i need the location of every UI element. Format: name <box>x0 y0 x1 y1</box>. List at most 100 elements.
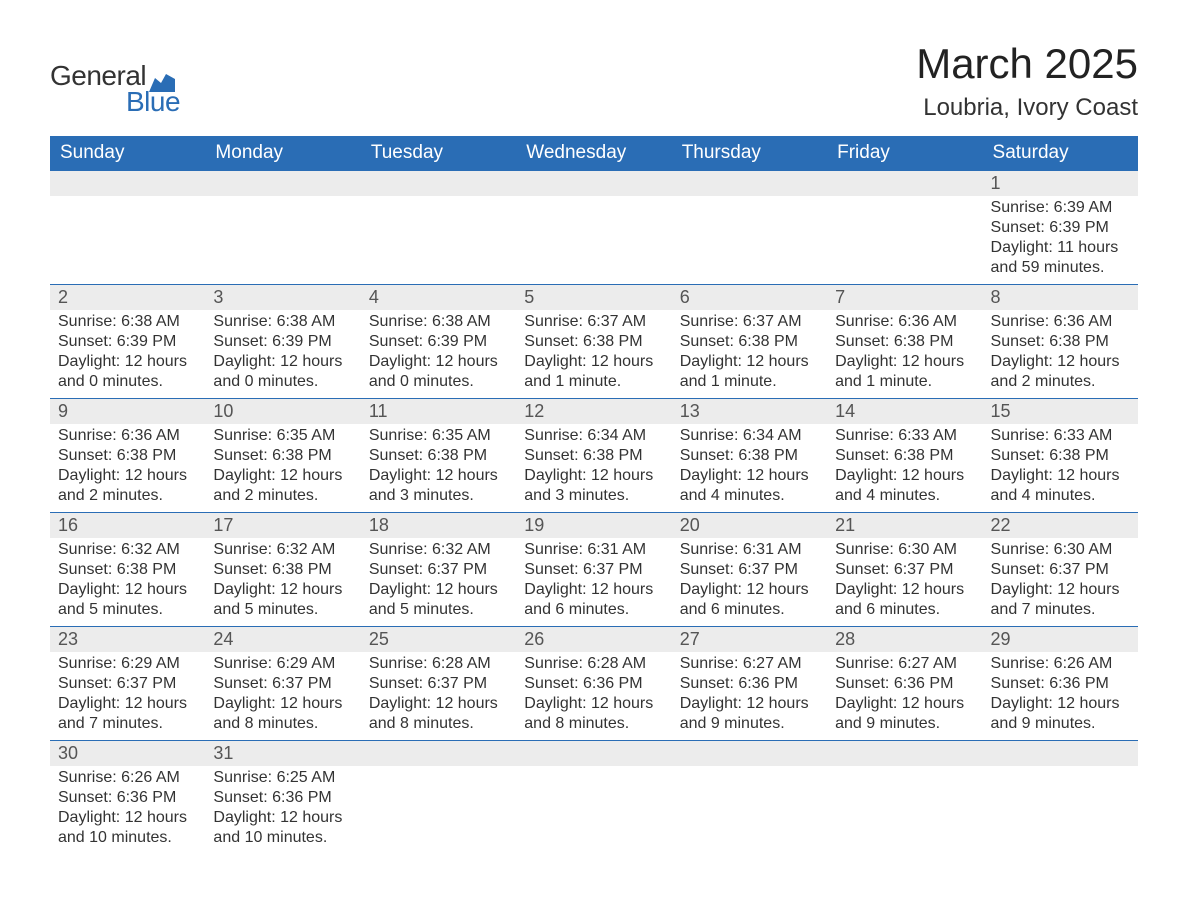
day-cell: 1Sunrise: 6:39 AMSunset: 6:39 PMDaylight… <box>983 171 1138 285</box>
day-info: Sunrise: 6:28 AMSunset: 6:36 PMDaylight:… <box>516 652 671 740</box>
week-row: 23Sunrise: 6:29 AMSunset: 6:37 PMDayligh… <box>50 627 1138 741</box>
day-info: Sunrise: 6:31 AMSunset: 6:37 PMDaylight:… <box>516 538 671 626</box>
day-number: 18 <box>361 513 516 538</box>
day-cell <box>672 171 827 285</box>
logo-text-blue: Blue <box>126 86 180 118</box>
day-info: Sunrise: 6:31 AMSunset: 6:37 PMDaylight:… <box>672 538 827 626</box>
day-info: Sunrise: 6:38 AMSunset: 6:39 PMDaylight:… <box>361 310 516 398</box>
day-cell <box>516 171 671 285</box>
day-cell: 27Sunrise: 6:27 AMSunset: 6:36 PMDayligh… <box>672 627 827 741</box>
day-cell: 29Sunrise: 6:26 AMSunset: 6:36 PMDayligh… <box>983 627 1138 741</box>
week-row: 1Sunrise: 6:39 AMSunset: 6:39 PMDaylight… <box>50 171 1138 285</box>
day-number: 25 <box>361 627 516 652</box>
day-info: Sunrise: 6:28 AMSunset: 6:37 PMDaylight:… <box>361 652 516 740</box>
location: Loubria, Ivory Coast <box>916 94 1138 122</box>
weekday-header: Tuesday <box>361 136 516 171</box>
day-info: Sunrise: 6:26 AMSunset: 6:36 PMDaylight:… <box>50 766 205 854</box>
week-row: 2Sunrise: 6:38 AMSunset: 6:39 PMDaylight… <box>50 285 1138 399</box>
day-number: 14 <box>827 399 982 424</box>
day-info: Sunrise: 6:38 AMSunset: 6:39 PMDaylight:… <box>50 310 205 398</box>
logo: General Blue <box>50 60 180 118</box>
day-number: 7 <box>827 285 982 310</box>
day-number: 19 <box>516 513 671 538</box>
day-number: 6 <box>672 285 827 310</box>
day-info: Sunrise: 6:34 AMSunset: 6:38 PMDaylight:… <box>672 424 827 512</box>
week-row: 16Sunrise: 6:32 AMSunset: 6:38 PMDayligh… <box>50 513 1138 627</box>
day-cell: 7Sunrise: 6:36 AMSunset: 6:38 PMDaylight… <box>827 285 982 399</box>
day-number: 27 <box>672 627 827 652</box>
day-number: 10 <box>205 399 360 424</box>
day-number: 26 <box>516 627 671 652</box>
day-number: 13 <box>672 399 827 424</box>
day-info: Sunrise: 6:30 AMSunset: 6:37 PMDaylight:… <box>827 538 982 626</box>
day-number: 28 <box>827 627 982 652</box>
day-number: 9 <box>50 399 205 424</box>
day-info: Sunrise: 6:27 AMSunset: 6:36 PMDaylight:… <box>827 652 982 740</box>
month-title: March 2025 <box>916 40 1138 88</box>
day-cell: 30Sunrise: 6:26 AMSunset: 6:36 PMDayligh… <box>50 741 205 855</box>
day-cell <box>361 171 516 285</box>
day-number: 12 <box>516 399 671 424</box>
week-row: 9Sunrise: 6:36 AMSunset: 6:38 PMDaylight… <box>50 399 1138 513</box>
day-cell <box>827 741 982 855</box>
day-info: Sunrise: 6:37 AMSunset: 6:38 PMDaylight:… <box>516 310 671 398</box>
day-cell: 20Sunrise: 6:31 AMSunset: 6:37 PMDayligh… <box>672 513 827 627</box>
weekday-header: Thursday <box>672 136 827 171</box>
day-info: Sunrise: 6:39 AMSunset: 6:39 PMDaylight:… <box>983 196 1138 284</box>
weekday-header: Saturday <box>983 136 1138 171</box>
title-block: March 2025 Loubria, Ivory Coast <box>916 40 1138 122</box>
day-info: Sunrise: 6:32 AMSunset: 6:37 PMDaylight:… <box>361 538 516 626</box>
day-number: 8 <box>983 285 1138 310</box>
day-info: Sunrise: 6:30 AMSunset: 6:37 PMDaylight:… <box>983 538 1138 626</box>
day-number: 20 <box>672 513 827 538</box>
day-number: 11 <box>361 399 516 424</box>
day-info: Sunrise: 6:29 AMSunset: 6:37 PMDaylight:… <box>50 652 205 740</box>
weekday-header: Wednesday <box>516 136 671 171</box>
day-cell: 23Sunrise: 6:29 AMSunset: 6:37 PMDayligh… <box>50 627 205 741</box>
day-info: Sunrise: 6:27 AMSunset: 6:36 PMDaylight:… <box>672 652 827 740</box>
weekday-header: Sunday <box>50 136 205 171</box>
day-info: Sunrise: 6:37 AMSunset: 6:38 PMDaylight:… <box>672 310 827 398</box>
day-number: 24 <box>205 627 360 652</box>
day-cell: 22Sunrise: 6:30 AMSunset: 6:37 PMDayligh… <box>983 513 1138 627</box>
day-number: 2 <box>50 285 205 310</box>
day-info: Sunrise: 6:34 AMSunset: 6:38 PMDaylight:… <box>516 424 671 512</box>
day-info: Sunrise: 6:38 AMSunset: 6:39 PMDaylight:… <box>205 310 360 398</box>
day-cell: 3Sunrise: 6:38 AMSunset: 6:39 PMDaylight… <box>205 285 360 399</box>
day-cell: 24Sunrise: 6:29 AMSunset: 6:37 PMDayligh… <box>205 627 360 741</box>
day-info: Sunrise: 6:26 AMSunset: 6:36 PMDaylight:… <box>983 652 1138 740</box>
day-cell <box>361 741 516 855</box>
day-number: 5 <box>516 285 671 310</box>
day-cell: 9Sunrise: 6:36 AMSunset: 6:38 PMDaylight… <box>50 399 205 513</box>
day-info: Sunrise: 6:32 AMSunset: 6:38 PMDaylight:… <box>50 538 205 626</box>
week-row: 30Sunrise: 6:26 AMSunset: 6:36 PMDayligh… <box>50 741 1138 855</box>
day-cell: 31Sunrise: 6:25 AMSunset: 6:36 PMDayligh… <box>205 741 360 855</box>
weekday-header-row: SundayMondayTuesdayWednesdayThursdayFrid… <box>50 136 1138 171</box>
calendar-body: 1Sunrise: 6:39 AMSunset: 6:39 PMDaylight… <box>50 171 1138 855</box>
day-number: 31 <box>205 741 360 766</box>
day-cell: 21Sunrise: 6:30 AMSunset: 6:37 PMDayligh… <box>827 513 982 627</box>
day-cell: 18Sunrise: 6:32 AMSunset: 6:37 PMDayligh… <box>361 513 516 627</box>
day-number: 17 <box>205 513 360 538</box>
day-number: 16 <box>50 513 205 538</box>
weekday-header: Monday <box>205 136 360 171</box>
day-cell: 2Sunrise: 6:38 AMSunset: 6:39 PMDaylight… <box>50 285 205 399</box>
day-cell: 11Sunrise: 6:35 AMSunset: 6:38 PMDayligh… <box>361 399 516 513</box>
day-number: 4 <box>361 285 516 310</box>
day-info: Sunrise: 6:35 AMSunset: 6:38 PMDaylight:… <box>205 424 360 512</box>
day-info: Sunrise: 6:36 AMSunset: 6:38 PMDaylight:… <box>50 424 205 512</box>
day-number: 22 <box>983 513 1138 538</box>
day-number: 21 <box>827 513 982 538</box>
day-cell: 8Sunrise: 6:36 AMSunset: 6:38 PMDaylight… <box>983 285 1138 399</box>
day-cell <box>205 171 360 285</box>
day-cell: 10Sunrise: 6:35 AMSunset: 6:38 PMDayligh… <box>205 399 360 513</box>
day-number: 15 <box>983 399 1138 424</box>
day-cell: 19Sunrise: 6:31 AMSunset: 6:37 PMDayligh… <box>516 513 671 627</box>
day-info: Sunrise: 6:29 AMSunset: 6:37 PMDaylight:… <box>205 652 360 740</box>
day-cell <box>516 741 671 855</box>
day-cell: 25Sunrise: 6:28 AMSunset: 6:37 PMDayligh… <box>361 627 516 741</box>
day-number: 1 <box>983 171 1138 196</box>
calendar-table: SundayMondayTuesdayWednesdayThursdayFrid… <box>50 136 1138 854</box>
day-info: Sunrise: 6:33 AMSunset: 6:38 PMDaylight:… <box>827 424 982 512</box>
day-number: 29 <box>983 627 1138 652</box>
